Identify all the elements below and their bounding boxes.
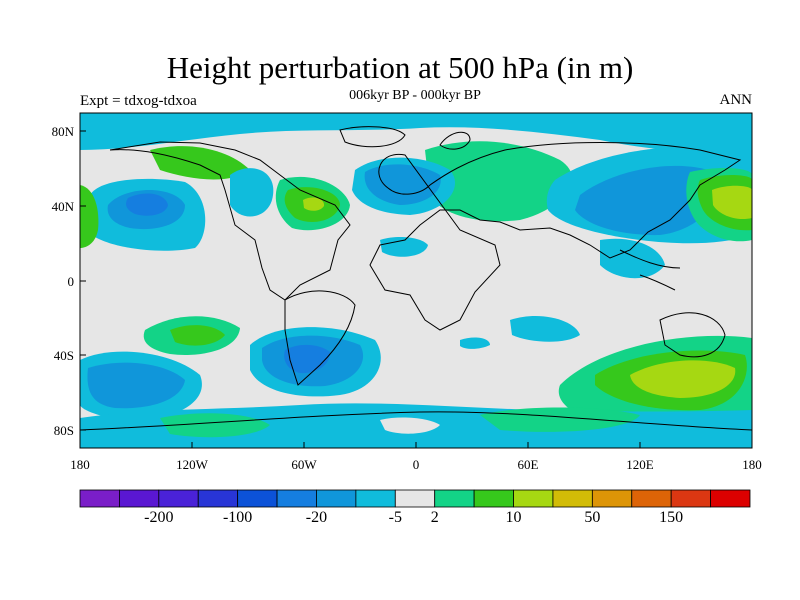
colorbar-label: 50 [584, 509, 600, 526]
experiment-label: Expt = tdxog-tdxoa [80, 93, 197, 109]
colorbar-label: -5 [389, 509, 402, 526]
colorbar-label: -200 [144, 509, 173, 526]
colorbar-swatch [631, 489, 672, 508]
colorbar: -200 -100 -20 -5 2 10 50 150 [79, 489, 751, 526]
colorbar-label: 10 [506, 509, 522, 526]
lon-tick-label: 180 [742, 457, 762, 472]
lon-tick-label: 180 [70, 457, 90, 472]
lat-tick-label: 80N [52, 124, 75, 139]
colorbar-swatch [119, 489, 160, 508]
colorbar-swatch [710, 489, 751, 508]
lat-tick-label: 40S [54, 348, 74, 363]
colorbar-label: 2 [431, 509, 439, 526]
contour-region [380, 237, 428, 257]
contour-region [80, 113, 752, 152]
lat-tick-label: 80S [54, 423, 74, 438]
colorbar-label: 150 [659, 509, 683, 526]
contour-region [600, 238, 665, 279]
coastlines [80, 126, 752, 431]
contour-region [126, 193, 168, 216]
map-field [80, 113, 752, 448]
lat-tick-label: 0 [68, 274, 75, 289]
longitude-axis: 180 120W 60W 0 60E 120E 180 [70, 442, 762, 472]
lat-tick-label: 40N [52, 199, 75, 214]
colorbar-swatch [552, 489, 593, 508]
colorbar-swatch [237, 489, 278, 508]
colorbar-swatch [355, 489, 396, 508]
contour-region [425, 141, 573, 222]
latitude-axis: 80N 40N 0 40S 80S [52, 124, 86, 438]
contour-region [575, 165, 721, 236]
contour-region [480, 407, 640, 432]
chart-subtitle: 006kyr BP - 000kyr BP [349, 88, 481, 103]
lon-tick-label: 60W [291, 457, 317, 472]
colorbar-swatch [434, 489, 475, 508]
colorbar-swatch [591, 489, 633, 508]
colorbar-swatch [473, 489, 514, 508]
colorbar-swatch [394, 489, 436, 508]
contour-region [364, 164, 441, 205]
contour-region [230, 168, 274, 217]
contour-region [510, 315, 580, 342]
colorbar-swatch [158, 489, 199, 508]
lon-tick-label: 60E [518, 457, 539, 472]
colorbar-swatch [513, 489, 554, 508]
contour-region [630, 360, 736, 398]
colorbar-swatch [197, 489, 239, 508]
colorbar-swatch [316, 489, 357, 508]
contour-region [460, 337, 490, 349]
season-label: ANN [719, 92, 753, 108]
colorbar-swatch [79, 489, 120, 508]
contour-region [87, 362, 185, 409]
lon-tick-label: 0 [413, 457, 420, 472]
colorbar-label: -100 [223, 509, 252, 526]
contour-region [380, 417, 440, 434]
colorbar-label: -20 [306, 509, 327, 526]
colorbar-swatch [276, 489, 317, 508]
lon-tick-label: 120W [176, 457, 209, 472]
colorbar-swatch [670, 489, 711, 508]
lon-tick-label: 120E [626, 457, 654, 472]
contour-region [303, 197, 325, 211]
chart-title: Height perturbation at 500 hPa (in m) [166, 50, 634, 85]
contour-region [150, 146, 250, 180]
contour-region [712, 185, 752, 220]
contour-region [170, 325, 225, 346]
contour-region [80, 185, 99, 248]
contour-region [160, 413, 270, 438]
